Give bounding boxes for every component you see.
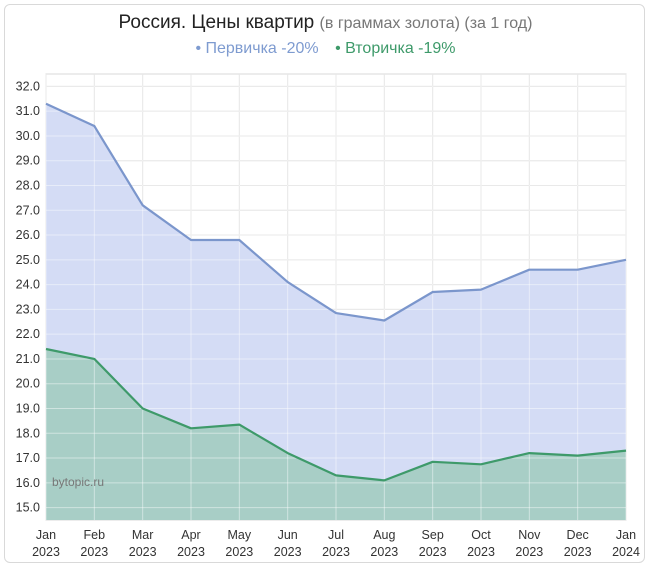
x-tick-label: Oct xyxy=(471,528,491,542)
y-tick-label: 30.0 xyxy=(16,129,40,143)
x-tick-label: Jun xyxy=(278,528,298,542)
series-area-primary xyxy=(46,103,626,520)
chart-title-main: Россия. Цены квартир xyxy=(118,12,315,33)
y-tick-label: 15.0 xyxy=(16,501,40,515)
y-tick-label: 16.0 xyxy=(16,476,40,490)
x-tick-year: 2023 xyxy=(515,545,543,559)
x-tick-label: Feb xyxy=(84,528,106,542)
x-tick-label: May xyxy=(228,528,252,542)
grid-overlay xyxy=(45,74,627,520)
series-lines xyxy=(45,102,627,482)
legend-item-primary[interactable]: • Первичка -20% xyxy=(195,40,319,57)
y-tick-label: 27.0 xyxy=(16,203,40,217)
y-tick-label: 22.0 xyxy=(16,327,40,341)
y-tick-label: 28.0 xyxy=(16,179,40,193)
legend-item-secondary[interactable]: • Вторичка -19% xyxy=(335,40,456,57)
y-tick-label: 25.0 xyxy=(16,253,40,267)
x-tick-label: Jan xyxy=(616,528,636,542)
x-tick-label: Nov xyxy=(518,528,541,542)
x-tick-year: 2023 xyxy=(370,545,398,559)
y-tick-label: 32.0 xyxy=(16,79,40,93)
x-tick-year: 2023 xyxy=(129,545,157,559)
x-tick-label: Aug xyxy=(373,528,395,542)
y-tick-label: 26.0 xyxy=(16,228,40,242)
x-tick-year: 2023 xyxy=(177,545,205,559)
x-tick-label: Sep xyxy=(422,528,444,542)
x-tick-year: 2023 xyxy=(80,545,108,559)
series-areas xyxy=(46,103,626,520)
y-tick-label: 20.0 xyxy=(16,377,40,391)
y-tick-label: 21.0 xyxy=(16,352,40,366)
x-tick-year: 2023 xyxy=(419,545,447,559)
y-axis-ticks: 15.0 16.0 17.0 18.0 19.0 20.0 21.0 22.0 23.0 24.0… xyxy=(16,79,40,514)
x-tick-label: Apr xyxy=(181,528,200,542)
y-tick-label: 17.0 xyxy=(16,451,40,465)
x-tick-year: 2023 xyxy=(322,545,350,559)
x-tick-label: Dec xyxy=(567,528,589,542)
x-tick-label: Mar xyxy=(132,528,154,542)
chart-legend: • Первичка -20% • Вторичка -19% xyxy=(0,40,651,58)
x-tick-label: Jul xyxy=(328,528,344,542)
watermark: bytopic.ru xyxy=(52,475,104,489)
y-tick-label: 23.0 xyxy=(16,302,40,316)
x-tick-label: Jan xyxy=(36,528,56,542)
y-tick-label: 19.0 xyxy=(16,402,40,416)
x-tick-year: 2023 xyxy=(564,545,592,559)
x-tick-year: 2023 xyxy=(274,545,302,559)
x-axis-ticks: Jan 2023 Feb 2023 Mar 2023 Apr 2023 May 2023 Jun 20… xyxy=(32,528,640,559)
x-tick-year: 2023 xyxy=(32,545,60,559)
chart-title: Россия. Цены квартир (в граммах золота) … xyxy=(0,12,651,34)
x-tick-year: 2023 xyxy=(467,545,495,559)
x-tick-year: 2023 xyxy=(225,545,253,559)
x-tick-year: 2024 xyxy=(612,545,640,559)
series-area-secondary xyxy=(46,349,626,520)
chart-title-subtitle: (в граммах золота) (за 1 год) xyxy=(319,15,533,32)
y-tick-label: 31.0 xyxy=(16,104,40,118)
y-tick-label: 24.0 xyxy=(16,278,40,292)
y-tick-label: 18.0 xyxy=(16,426,40,440)
y-tick-label: 29.0 xyxy=(16,154,40,168)
